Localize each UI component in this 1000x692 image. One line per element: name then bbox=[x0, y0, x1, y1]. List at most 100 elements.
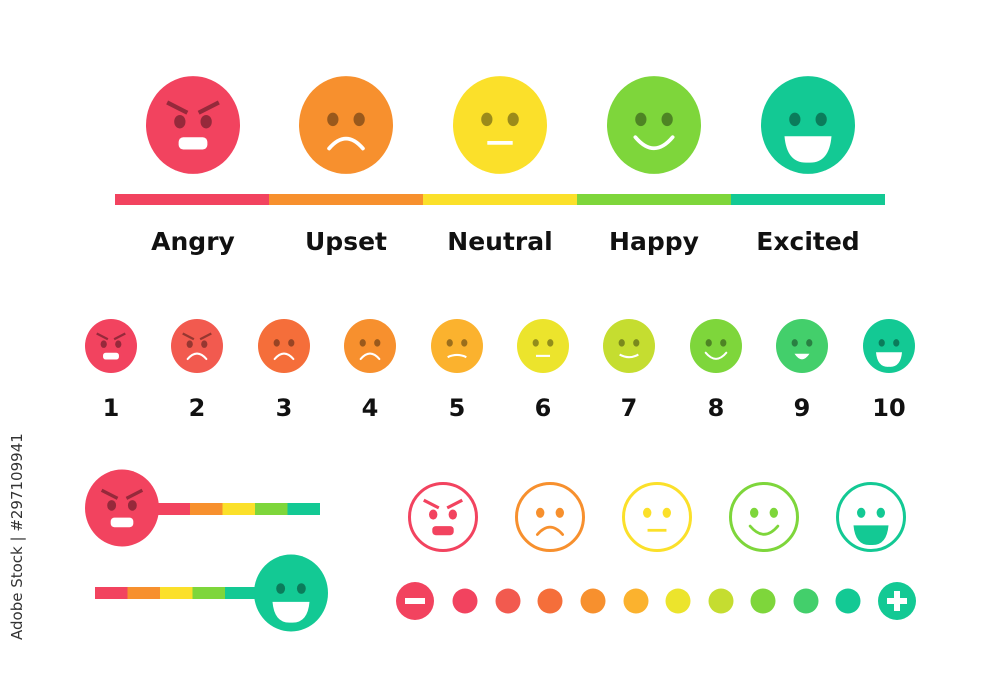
rating-dot bbox=[708, 588, 734, 614]
mood-face-upset-icon bbox=[299, 76, 393, 174]
eye-left bbox=[857, 507, 866, 518]
brow-left bbox=[166, 100, 189, 115]
scale-face-1-icon bbox=[85, 318, 137, 374]
mouth bbox=[186, 352, 208, 361]
mood-label: Excited bbox=[756, 227, 859, 256]
eye-right bbox=[547, 339, 554, 347]
face-disc bbox=[344, 318, 396, 374]
face-disc bbox=[603, 318, 655, 374]
mood-face-happy-icon bbox=[607, 76, 701, 174]
mouth bbox=[619, 353, 639, 359]
eye-left bbox=[327, 112, 339, 127]
mouth bbox=[432, 526, 454, 536]
eye-left bbox=[481, 112, 493, 127]
rating-dot bbox=[793, 588, 819, 614]
face-outline bbox=[836, 482, 906, 552]
eye-left bbox=[878, 339, 885, 347]
eye-left bbox=[186, 340, 193, 348]
mouth bbox=[633, 135, 675, 151]
outline-face-neutral-icon bbox=[622, 482, 692, 552]
face-disc bbox=[254, 554, 328, 632]
scale-number: 9 bbox=[794, 394, 811, 422]
eye-left bbox=[446, 339, 453, 347]
eye-right bbox=[662, 507, 671, 518]
eye-right bbox=[507, 112, 519, 127]
eye-left bbox=[618, 339, 625, 347]
eye-left bbox=[107, 500, 117, 511]
eye-right bbox=[893, 339, 900, 347]
mouth bbox=[536, 525, 564, 536]
scale-number: 6 bbox=[535, 394, 552, 422]
eye-right bbox=[661, 112, 673, 127]
eye-right bbox=[815, 112, 827, 127]
eye-left bbox=[273, 339, 280, 347]
scale-face-4-icon bbox=[344, 318, 396, 374]
slider-2-segment bbox=[127, 587, 160, 599]
mouth bbox=[748, 524, 780, 536]
eye-left bbox=[100, 340, 107, 348]
mouth bbox=[853, 525, 889, 546]
eye-left bbox=[791, 339, 798, 347]
brow-left bbox=[423, 498, 440, 510]
eye-right bbox=[461, 339, 468, 347]
mood-bar-segment bbox=[115, 194, 269, 205]
eye-left bbox=[359, 339, 366, 347]
face-disc bbox=[776, 318, 828, 374]
face-outline bbox=[515, 482, 585, 552]
mood-label: Happy bbox=[609, 227, 699, 256]
scale-number: 7 bbox=[621, 394, 638, 422]
slider-2-handle-excited-icon bbox=[254, 554, 328, 632]
eye-right bbox=[374, 339, 381, 347]
face-disc bbox=[690, 318, 742, 374]
eye-left bbox=[789, 112, 801, 127]
mouth bbox=[535, 354, 551, 357]
scale-number: 5 bbox=[449, 394, 466, 422]
scale-number: 4 bbox=[362, 394, 379, 422]
mouth bbox=[110, 517, 134, 528]
mouth bbox=[273, 352, 295, 361]
slider-1-segment bbox=[222, 503, 255, 515]
mood-bar-segment bbox=[423, 194, 577, 205]
face-disc bbox=[146, 76, 240, 174]
plus-bar-v bbox=[894, 591, 900, 611]
face-outline bbox=[729, 482, 799, 552]
eye-left bbox=[276, 583, 286, 594]
mouth bbox=[876, 352, 902, 367]
slider-2-segment bbox=[192, 587, 225, 599]
scale-face-10-icon bbox=[863, 318, 915, 374]
face-outline bbox=[408, 482, 478, 552]
scale-face-5-icon bbox=[431, 318, 483, 374]
face-disc bbox=[85, 318, 137, 374]
brow-left bbox=[96, 332, 109, 341]
rating-dot bbox=[452, 588, 478, 614]
scale-face-6-icon bbox=[517, 318, 569, 374]
minus-circle-icon bbox=[396, 582, 434, 620]
mouth bbox=[784, 136, 832, 163]
eye-left bbox=[705, 339, 712, 347]
eye-right bbox=[127, 500, 137, 511]
mouth bbox=[647, 528, 667, 532]
eye-right bbox=[876, 507, 885, 518]
slider-1-handle-angry-icon bbox=[85, 469, 159, 547]
scale-face-3-icon bbox=[258, 318, 310, 374]
face-disc bbox=[299, 76, 393, 174]
eye-right bbox=[769, 507, 778, 518]
eye-left bbox=[635, 112, 647, 127]
face-disc bbox=[171, 318, 223, 374]
eye-right bbox=[200, 114, 212, 129]
mouth bbox=[272, 601, 310, 623]
brow-left bbox=[182, 332, 195, 341]
mouth bbox=[704, 351, 728, 360]
face-outline bbox=[622, 482, 692, 552]
scale-face-7-icon bbox=[603, 318, 655, 374]
eye-right bbox=[115, 340, 122, 348]
slider-1-segment bbox=[255, 503, 288, 515]
watermark-text: Adobe Stock | #297109941 bbox=[8, 433, 26, 640]
scale-number: 3 bbox=[276, 394, 293, 422]
eye-right bbox=[201, 340, 208, 348]
scale-number: 8 bbox=[708, 394, 725, 422]
mouth bbox=[103, 352, 119, 360]
slider-2-segment bbox=[160, 587, 193, 599]
mouth bbox=[327, 136, 365, 151]
